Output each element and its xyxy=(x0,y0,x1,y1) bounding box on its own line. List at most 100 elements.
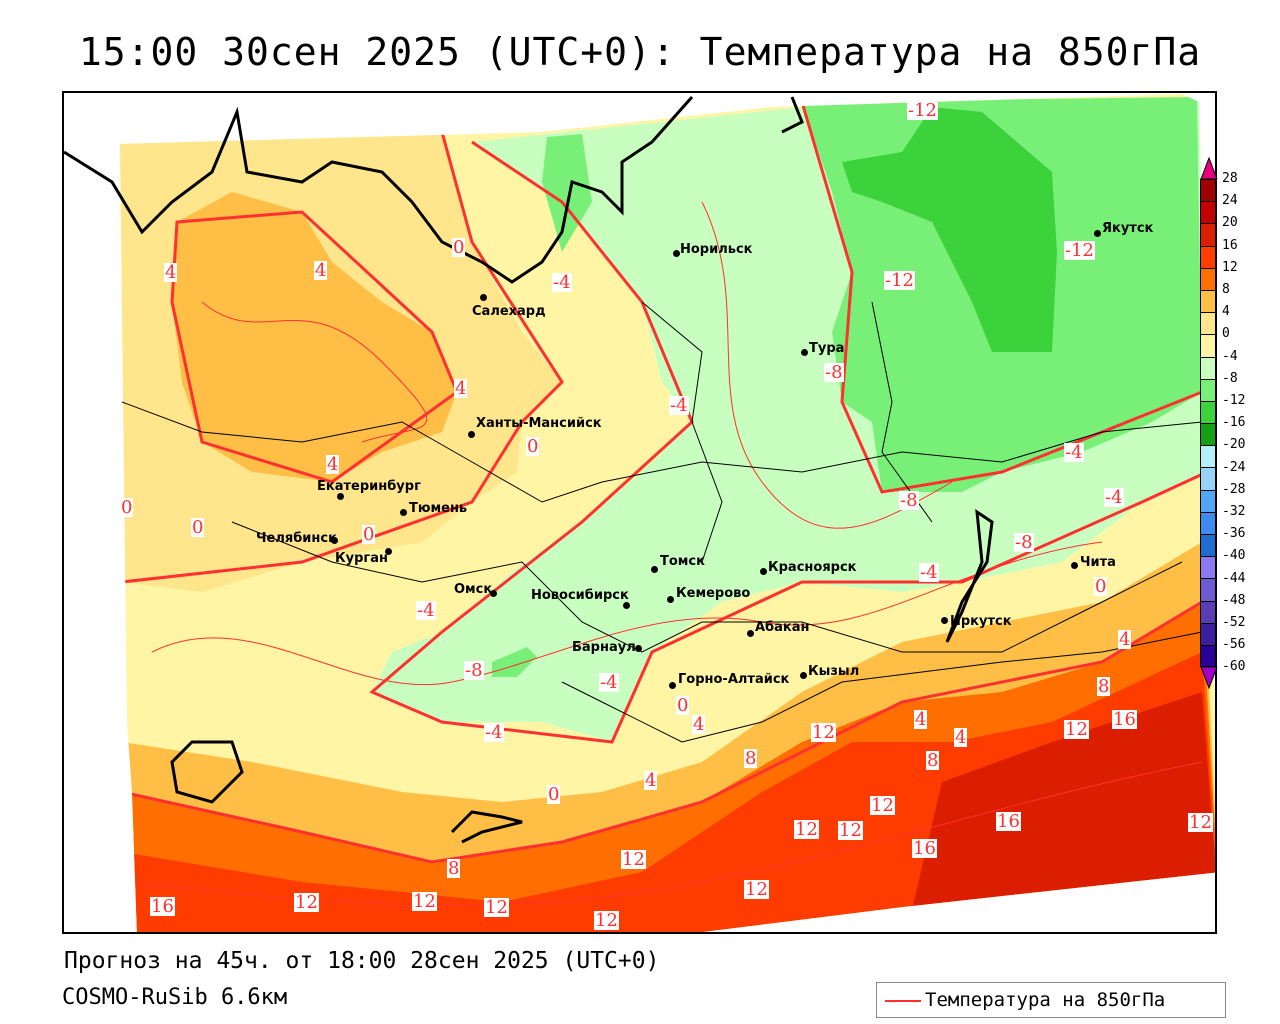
contour-label: 8 xyxy=(744,748,758,769)
contour-label: 8 xyxy=(1097,676,1111,697)
colorbar-bin xyxy=(1200,511,1216,534)
map-title: 15:00 30сен 2025 (UTC+0): Температура на… xyxy=(78,30,1202,74)
colorbar-tick: 24 xyxy=(1222,193,1238,209)
contour-label: 4 xyxy=(314,260,328,281)
contour-label: 12 xyxy=(484,897,509,918)
city-dot xyxy=(337,493,344,500)
colorbar-bin xyxy=(1200,467,1216,490)
contour-label: 4 xyxy=(692,714,706,735)
contour-label: -8 xyxy=(1014,532,1034,553)
colorbar-bin xyxy=(1200,400,1216,424)
colorbar-tick: -60 xyxy=(1222,659,1246,675)
contour-label: -8 xyxy=(899,490,919,511)
colorbar-tick: -36 xyxy=(1222,526,1246,542)
contour-label: 4 xyxy=(164,262,178,283)
colorbar-tick: 20 xyxy=(1222,215,1238,231)
contour-label: -4 xyxy=(919,562,939,583)
temperature-map: Норильск Салехард Якутск Тура Ханты-Манс… xyxy=(62,91,1217,934)
contour-label: -4 xyxy=(1104,487,1124,508)
contour-label: 12 xyxy=(838,820,863,841)
contour-label: -8 xyxy=(824,362,844,383)
city-gorno-altaysk: Горно-Алтайск xyxy=(678,672,790,687)
colorbar-bin xyxy=(1200,267,1216,290)
city-khanty-mansiysk: Ханты-Мансийск xyxy=(476,416,602,431)
colorbar-bin xyxy=(1200,179,1216,202)
colorbar-bin xyxy=(1200,245,1216,268)
contour-label: 16 xyxy=(912,838,937,859)
colorbar-bin xyxy=(1200,356,1216,379)
contour-label: -12 xyxy=(884,270,915,291)
colorbar-tick: -40 xyxy=(1222,548,1246,564)
colorbar-tick: -32 xyxy=(1222,504,1246,519)
city-yakutsk: Якутск xyxy=(1102,221,1154,236)
city-dot xyxy=(400,509,407,516)
colorbar-tick: 16 xyxy=(1222,237,1238,253)
city-chita: Чита xyxy=(1080,555,1116,570)
city-norilsk: Норильск xyxy=(680,242,753,257)
city-dot xyxy=(673,250,680,257)
contour-label: 8 xyxy=(926,750,940,771)
legend-label: Температура на 850гПа xyxy=(925,989,1166,1011)
field-4-8 xyxy=(172,192,457,482)
colorbar-bin xyxy=(1200,223,1216,246)
contour-label: 16 xyxy=(1112,709,1137,730)
city-dot xyxy=(800,672,807,679)
contour-label: 12 xyxy=(744,879,769,900)
colorbar-tick: -24 xyxy=(1222,459,1246,475)
contour-label: 16 xyxy=(150,896,175,917)
city-dot xyxy=(667,596,674,603)
colorbar-bin xyxy=(1200,600,1216,623)
city-novosibirsk: Новосибирск xyxy=(531,588,629,603)
colorbar-bin xyxy=(1200,556,1216,579)
colorbar-bin xyxy=(1200,289,1216,313)
city-tura: Тура xyxy=(809,341,845,356)
city-abakan: Абакан xyxy=(755,620,810,635)
contour-label: 12 xyxy=(870,795,895,816)
contour-label: 12 xyxy=(1188,812,1213,833)
contour-label: 12 xyxy=(594,910,619,931)
city-dot xyxy=(468,431,475,438)
city-dot xyxy=(1071,562,1078,569)
colorbar-bin xyxy=(1200,445,1216,468)
city-dot xyxy=(651,566,658,573)
colorbar-tick: -20 xyxy=(1222,437,1246,453)
contour-label: -4 xyxy=(552,272,572,293)
colorbar-top-arrow xyxy=(1200,157,1218,179)
contour-label: -8 xyxy=(464,660,484,681)
colorbar-tick: -8 xyxy=(1222,370,1238,386)
map-fields xyxy=(64,94,1215,932)
city-kurgan: Курган xyxy=(335,551,388,566)
colorbar-tick: -44 xyxy=(1222,570,1246,586)
colorbar-tick: -48 xyxy=(1222,592,1246,608)
contour-label: 0 xyxy=(547,784,561,805)
contour-label: 4 xyxy=(454,378,468,399)
colorbar xyxy=(1200,157,1218,690)
city-kemerovo: Кемерово xyxy=(676,586,751,601)
contour-label: 12 xyxy=(811,722,836,743)
field-m12-m8-south xyxy=(492,647,537,677)
contour-label: 4 xyxy=(914,709,928,730)
contour-label: -4 xyxy=(669,395,689,416)
contour-label: 12 xyxy=(412,891,437,912)
colorbar-bin xyxy=(1200,201,1216,224)
colorbar-tick: 8 xyxy=(1222,282,1230,297)
colorbar-bin xyxy=(1200,644,1216,668)
city-omsk: Омск xyxy=(454,582,493,597)
colorbar-bin xyxy=(1200,534,1216,557)
city-dot xyxy=(1094,230,1101,237)
city-dot xyxy=(801,349,808,356)
colorbar-tick: -56 xyxy=(1222,637,1246,653)
colorbar-tick: 12 xyxy=(1222,259,1238,275)
colorbar-tick: -4 xyxy=(1222,348,1238,364)
contour-label: 0 xyxy=(362,524,376,545)
city-barnaul: Барнаул xyxy=(572,640,636,655)
city-krasnoyarsk: Красноярск xyxy=(768,560,857,575)
city-dot xyxy=(747,630,754,637)
colorbar-tick: -12 xyxy=(1222,393,1246,408)
contour-label: -4 xyxy=(416,600,436,621)
contour-label: 0 xyxy=(452,237,466,258)
contour-label: 0 xyxy=(120,497,134,518)
city-dot xyxy=(669,682,676,689)
city-dot xyxy=(635,645,642,652)
city-dot xyxy=(760,568,767,575)
